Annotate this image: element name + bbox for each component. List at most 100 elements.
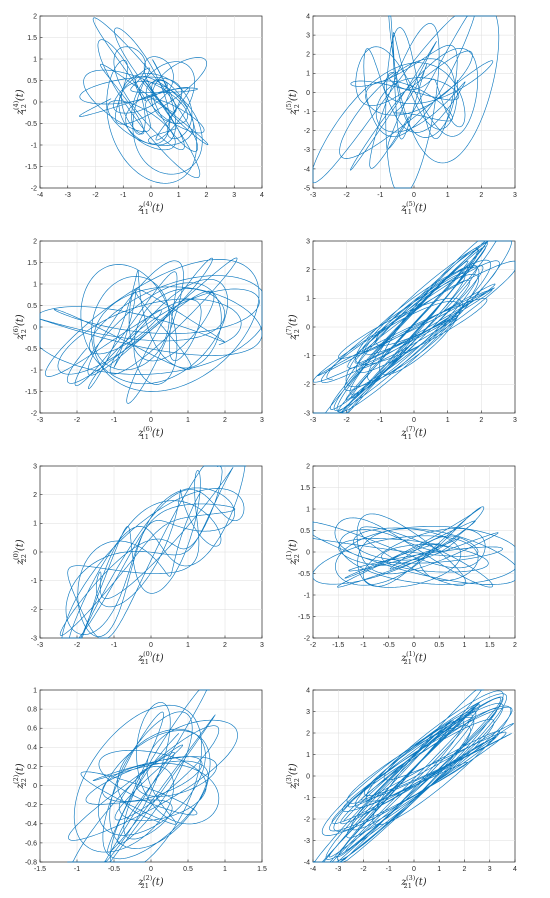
y-tick-label: 2 [33,238,37,245]
y-tick-label: 1 [306,506,310,513]
x-axis-label: z(4) 11 (t) [137,200,164,216]
x-tick-label: 0 [149,866,153,873]
x-tick-label: 1.5 [257,866,267,873]
x-tick-label: 3 [513,192,517,199]
x-tick-label: -3 [37,642,43,649]
phase-plot-6: -2 -1.5 -1 -0.5 0 0.5 1 1.5 2 -2 -1.5 -1 -0.5 0 0.5 1 1.… [285,463,517,666]
y-tick-label: 1 [306,71,310,78]
x-tick-label: 0 [412,866,416,873]
y-tick-label: -1 [304,353,310,360]
y-tick-label: -2 [31,607,37,614]
x-tick-label: -3 [310,192,316,199]
y-tick-label: 1 [33,281,37,288]
x-tick-label: 4 [513,866,517,873]
y-axis-label: z(3)22(t) [285,763,301,790]
x-tick-label: -2 [360,866,366,873]
y-axis-label: z(7)12(t) [285,314,301,341]
x-tick-label: -1 [74,866,80,873]
x-tick-label: -0.5 [108,866,120,873]
x-tick-label: 1 [437,866,441,873]
y-tick-label: 1.5 [300,485,310,492]
trajectory-line [59,465,247,639]
y-tick-label: -0.8 [25,859,37,866]
x-tick-label: -1 [360,642,366,649]
x-tick-label: 1 [446,192,450,199]
y-tick-label: 1.5 [27,35,37,42]
x-axis-label: z(6) 11 (t) [137,425,164,441]
x-tick-label: 2 [205,192,209,199]
x-tick-label: -2 [74,642,80,649]
x-tick-label: 3 [260,417,264,424]
x-tick-label: 1 [223,866,227,873]
phase-plot-1: -4 -3 -2 -1 0 1 2 3 4 -2 -1.5 -1 -0.5 0 0.5 1 1.5 2 z(4) 11… [12,13,264,216]
x-tick-label: -2 [92,192,98,199]
x-axis-label: z(1) 21 (t) [400,650,427,666]
y-axis-label: z(0)22(t) [12,539,28,566]
trajectory-line [312,689,514,863]
x-tick-label: 3 [513,417,517,424]
x-tick-label: -4 [310,866,316,873]
x-tick-label: -2 [344,417,350,424]
y-tick-label: -1.5 [25,164,37,171]
y-tick-label: 3 [306,709,310,716]
y-tick-label: 3 [306,33,310,40]
y-tick-label: 1 [306,296,310,303]
x-tick-label: -3 [335,866,341,873]
y-tick-label: -2 [304,382,310,389]
x-tick-label: 0 [412,417,416,424]
y-axis-label: z(5)12(t) [285,89,301,116]
x-tick-label: -0.5 [383,642,395,649]
y-tick-label: -1 [31,142,37,149]
x-tick-label: -4 [37,192,43,199]
y-tick-label: -4 [304,166,310,173]
y-tick-label: -2 [304,635,310,642]
y-tick-label: 0 [33,324,37,331]
x-tick-label: -1 [120,192,126,199]
y-tick-label: -3 [304,147,310,154]
x-tick-label: 0 [149,417,153,424]
x-tick-label: 0.5 [183,866,193,873]
y-tick-label: -0.4 [25,821,37,828]
y-tick-label: 1 [33,687,37,694]
y-axis-label: z(1)22(t) [285,539,301,566]
trajectory-line [312,15,500,189]
phase-plot-2: -3 -2 -1 0 1 2 3 -5 -4 -3 -2 -1 0 1 2 3 4 z(5) 11 (t) z(5)12… [285,13,517,216]
x-tick-label: -1.5 [34,866,46,873]
x-tick-label: -3 [37,417,43,424]
y-tick-label: 0 [306,549,310,556]
x-tick-label: -3 [65,192,71,199]
y-tick-label: 0 [306,773,310,780]
y-tick-label: -0.6 [25,840,37,847]
x-tick-label: -1 [386,866,392,873]
phase-plot-5: -3 -2 -1 0 1 2 3 -3 -2 -1 0 1 2 3 z(0) 21 (t) z(0)22(t) [12,463,264,666]
x-tick-label: 3 [260,642,264,649]
x-tick-label: -1 [111,642,117,649]
y-tick-label: -2 [304,128,310,135]
y-tick-label: -3 [304,838,310,845]
x-tick-label: 1 [463,642,467,649]
x-tick-label: 3 [232,192,236,199]
x-tick-label: 0 [412,642,416,649]
x-tick-label: 0 [149,192,153,199]
y-tick-label: 1 [33,521,37,528]
y-tick-label: 0 [306,90,310,97]
y-tick-label: 0 [33,783,37,790]
x-tick-label: -2 [310,642,316,649]
y-tick-label: 2 [306,52,310,59]
x-tick-label: 1.5 [485,642,495,649]
x-tick-label: 2 [479,192,483,199]
trajectory-line [312,506,516,588]
x-tick-label: -1 [377,417,383,424]
y-tick-label: -1 [304,795,310,802]
y-tick-label: 0.6 [27,726,37,733]
phase-plot-8: -4 -3 -2 -1 0 1 2 3 4 -4 -3 -2 -1 0 1 2 3 4 z(3) 21 (t) z(3)2… [285,687,517,890]
y-tick-label: -1 [304,109,310,116]
y-tick-label: 1 [306,752,310,759]
x-tick-label: 1 [446,417,450,424]
y-tick-label: -5 [304,185,310,192]
y-tick-label: -1.5 [298,614,310,621]
y-tick-label: 0 [33,99,37,106]
y-tick-label: 2 [33,13,37,20]
y-tick-label: 2 [306,730,310,737]
